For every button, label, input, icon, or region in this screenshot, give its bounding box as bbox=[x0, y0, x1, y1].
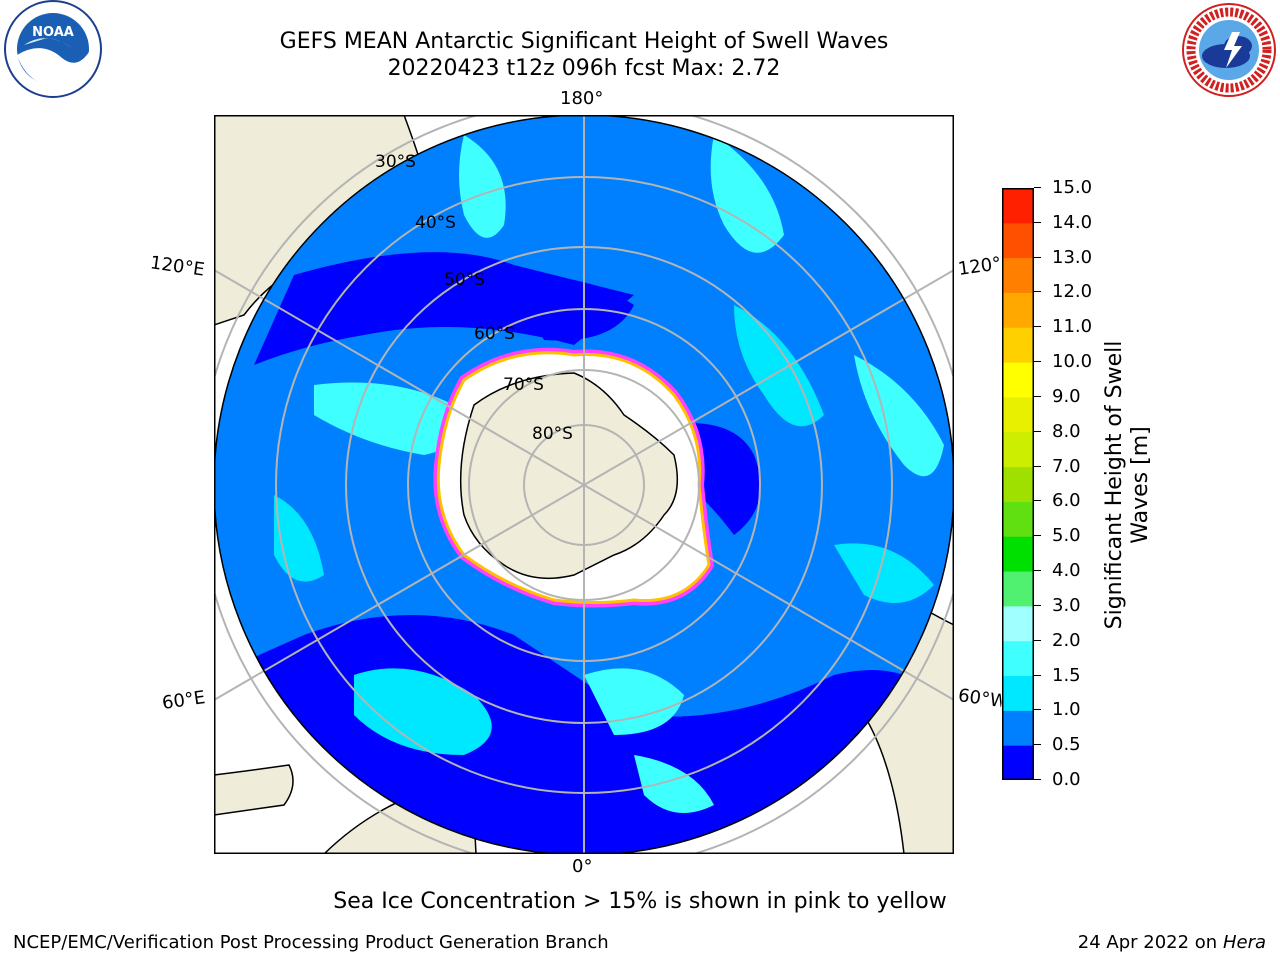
colorbar-segment bbox=[1002, 257, 1034, 293]
colorbar-tick-label: 8.0 bbox=[1052, 420, 1081, 442]
longitude-label-120w: 120°W bbox=[956, 253, 1004, 280]
colorbar-segment bbox=[1002, 640, 1034, 677]
colorbar-tick-mark bbox=[1034, 326, 1041, 328]
colorbar-tick-mark bbox=[1034, 187, 1041, 188]
latitude-label-60s: 60°S bbox=[474, 324, 515, 344]
latitude-label-30s: 30°S bbox=[375, 152, 416, 172]
noaa-logo-text: NOAA bbox=[32, 25, 74, 40]
footer-host: Hera bbox=[1222, 932, 1266, 953]
colorbar-tick-label: 11.0 bbox=[1052, 316, 1093, 338]
colorbar-tick-mark bbox=[1034, 709, 1041, 711]
longitude-label-60e: 60°E bbox=[160, 687, 207, 714]
colorbar-tick-mark bbox=[1034, 256, 1041, 258]
map-title-line1: GEFS MEAN Antarctic Significant Height o… bbox=[279, 29, 889, 54]
longitude-label-0: 0° bbox=[572, 856, 593, 877]
colorbar-tick-mark bbox=[1034, 361, 1041, 363]
colorbar-tick-mark bbox=[1034, 535, 1041, 537]
colorbar-tick-label: 7.0 bbox=[1052, 455, 1081, 477]
sea-ice-caption: Sea Ice Concentration > 15% is shown in … bbox=[333, 889, 947, 914]
footer-date-text: 24 Apr 2022 on bbox=[1077, 932, 1223, 953]
colorbar-tick-label: 1.0 bbox=[1052, 699, 1081, 721]
colorbar-tick-label: 1.5 bbox=[1052, 664, 1081, 686]
colorbar-tick-label: 6.0 bbox=[1052, 490, 1081, 512]
colorbar-segment bbox=[1002, 745, 1034, 780]
colorbar bbox=[1002, 188, 1034, 780]
colorbar-label: Significant Height of Swell Waves [m] bbox=[1102, 340, 1153, 630]
colorbar-tick-mark bbox=[1034, 604, 1041, 606]
colorbar-tick-mark bbox=[1034, 570, 1041, 572]
colorbar-tick-mark bbox=[1034, 395, 1041, 397]
colorbar-segment bbox=[1002, 710, 1034, 746]
noaa-logo-icon: NOAA bbox=[2, 0, 104, 100]
latitude-label-80s: 80°S bbox=[532, 424, 573, 444]
antarctica-landmass bbox=[433, 347, 715, 608]
colorbar-tick-label: 10.0 bbox=[1052, 351, 1093, 373]
graticule bbox=[214, 115, 954, 854]
colorbar-tick-label: 5.0 bbox=[1052, 525, 1081, 547]
colorbar-tick-mark bbox=[1034, 639, 1041, 641]
colorbar-tick-label: 12.0 bbox=[1052, 281, 1093, 303]
national-weather-service-logo-icon bbox=[1180, 2, 1278, 98]
colorbar-segment bbox=[1002, 222, 1034, 259]
colorbar-tick-label: 14.0 bbox=[1052, 211, 1093, 233]
colorbar-segment bbox=[1002, 362, 1034, 398]
colorbar-segment bbox=[1002, 396, 1034, 433]
colorbar-tick-label: 13.0 bbox=[1052, 246, 1093, 268]
map-title-line2: 20220423 t12z 096h fcst Max: 2.72 bbox=[387, 56, 781, 81]
colorbar-segment bbox=[1002, 327, 1034, 363]
latitude-label-70s: 70°S bbox=[503, 375, 544, 395]
colorbar-segment bbox=[1002, 466, 1034, 502]
colorbar-tick-label: 0.0 bbox=[1052, 769, 1081, 790]
footer-branch: NCEP/EMC/Verification Post Processing Pr… bbox=[13, 932, 609, 953]
colorbar-segment bbox=[1002, 536, 1034, 572]
colorbar-tick-label: 9.0 bbox=[1052, 385, 1081, 407]
colorbar-segment bbox=[1002, 501, 1034, 537]
colorbar-tick-label: 2.0 bbox=[1052, 629, 1081, 651]
colorbar-segment bbox=[1002, 675, 1034, 711]
colorbar-tick-mark bbox=[1034, 674, 1041, 676]
colorbar-tick-label: 3.0 bbox=[1052, 594, 1081, 616]
latitude-label-50s: 50°S bbox=[444, 270, 485, 290]
latitude-label-40s: 40°S bbox=[415, 213, 456, 233]
colorbar-tick-label: 4.0 bbox=[1052, 560, 1081, 582]
polar-stereographic-map bbox=[214, 115, 954, 854]
colorbar-tick-label: 15.0 bbox=[1052, 177, 1093, 198]
colorbar-tick-mark bbox=[1034, 500, 1041, 502]
longitude-label-180: 180° bbox=[560, 88, 604, 109]
colorbar-tick-mark bbox=[1034, 779, 1041, 780]
colorbar-segment bbox=[1002, 571, 1034, 607]
longitude-label-120e: 120°E bbox=[148, 252, 206, 281]
colorbar-tick-label: 0.5 bbox=[1052, 734, 1081, 756]
footer-date: 24 Apr 2022 on Hera bbox=[1078, 932, 1266, 953]
colorbar-tick-mark bbox=[1034, 465, 1041, 467]
colorbar-tick-mark bbox=[1034, 744, 1041, 746]
colorbar-tick-mark bbox=[1034, 291, 1041, 293]
colorbar-segment bbox=[1002, 188, 1034, 224]
colorbar-tick-mark bbox=[1034, 430, 1041, 432]
colorbar-segment bbox=[1002, 292, 1034, 328]
colorbar-segment bbox=[1002, 431, 1034, 468]
colorbar-segment bbox=[1002, 605, 1034, 642]
colorbar-tick-mark bbox=[1034, 221, 1041, 223]
longitude-label-60w: 60°W bbox=[956, 685, 1004, 712]
